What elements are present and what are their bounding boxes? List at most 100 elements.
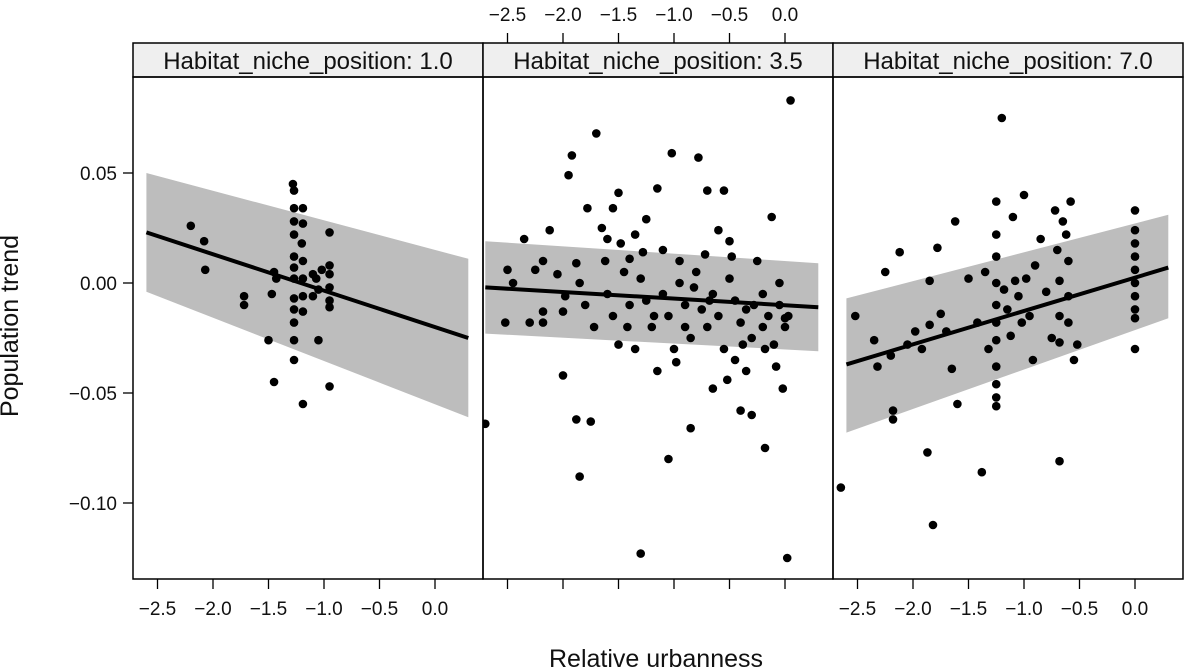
data-point: [608, 203, 618, 213]
data-point: [519, 234, 529, 244]
data-point: [614, 188, 623, 198]
data-point: [636, 274, 645, 283]
data-point: [200, 265, 210, 275]
data-point: [736, 406, 745, 415]
data-point: [775, 278, 784, 288]
x-tick-label: −0.5: [711, 5, 749, 26]
y-tick-label: −0.05: [69, 384, 117, 405]
data-point: [1064, 318, 1073, 327]
data-point: [625, 300, 634, 310]
data-point: [647, 322, 657, 332]
data-point: [780, 322, 790, 332]
data-point: [623, 322, 632, 332]
data-point: [991, 252, 1001, 261]
x-tick-label: −2.5: [839, 599, 877, 620]
data-point: [1055, 456, 1064, 466]
x-tick-label: −0.5: [361, 599, 399, 620]
data-point: [289, 318, 299, 327]
data-point: [725, 236, 734, 246]
data-point: [880, 267, 890, 277]
confidence-band: [846, 214, 1169, 433]
data-point: [730, 355, 740, 365]
data-point: [1021, 274, 1031, 283]
x-axis-title: Relative urbanness: [549, 645, 763, 672]
x-tick-label: −1.5: [950, 599, 988, 620]
data-point: [991, 393, 1001, 402]
data-point: [738, 340, 748, 349]
data-point: [686, 423, 695, 433]
data-point: [714, 225, 723, 235]
data-point: [530, 265, 540, 275]
data-point: [289, 252, 299, 261]
data-point: [917, 344, 927, 354]
data-point: [592, 129, 601, 138]
x-tick-label: −1.5: [600, 5, 638, 26]
data-point: [764, 311, 773, 321]
data-point: [572, 415, 581, 424]
data-point: [727, 252, 737, 261]
data-point: [289, 335, 299, 345]
data-point: [1006, 331, 1015, 341]
y-tick-label: 0.00: [80, 274, 117, 295]
data-point: [769, 340, 779, 349]
data-point: [314, 335, 323, 345]
data-point: [758, 322, 768, 332]
data-point: [691, 267, 701, 277]
data-point: [925, 276, 934, 286]
data-point: [767, 212, 776, 222]
data-point: [725, 274, 734, 283]
data-point: [1072, 340, 1082, 349]
data-point: [1003, 305, 1012, 314]
data-point: [311, 274, 321, 283]
data-point: [1010, 276, 1020, 286]
data-point: [741, 366, 751, 376]
data-point: [614, 340, 623, 349]
x-tick-label: 0.0: [772, 5, 798, 26]
data-point: [1130, 291, 1140, 301]
data-point: [708, 289, 718, 299]
data-point: [545, 225, 554, 235]
data-point: [500, 318, 510, 327]
data-point: [991, 197, 1001, 206]
panel-plot-area-2: [483, 96, 819, 563]
data-point: [664, 454, 673, 464]
x-tick-label: −1.5: [250, 599, 288, 620]
data-point: [503, 265, 512, 275]
data-point: [784, 311, 793, 321]
data-point: [580, 300, 590, 310]
data-point: [298, 307, 308, 316]
data-point: [1028, 355, 1038, 365]
data-point: [269, 377, 279, 387]
data-point: [675, 256, 684, 266]
data-point: [603, 234, 612, 244]
y-axis: 0.05 0.00 −0.05 −0.10: [69, 164, 133, 515]
data-point: [873, 362, 882, 371]
data-point: [264, 335, 273, 345]
data-point: [289, 355, 299, 365]
data-point: [325, 261, 334, 270]
data-point: [669, 344, 679, 354]
panel-1: Habitat_niche_position: 1.0: [132, 42, 484, 580]
data-point: [708, 384, 718, 393]
data-point: [289, 294, 299, 303]
data-point: [1130, 265, 1140, 275]
data-point: [1036, 234, 1045, 244]
data-point: [1130, 239, 1140, 248]
data-point: [747, 333, 756, 343]
data-point: [700, 250, 710, 259]
data-point: [895, 247, 904, 257]
data-point: [1014, 291, 1023, 301]
data-point: [308, 291, 318, 301]
data-point: [325, 382, 334, 391]
strip-label: Habitat_niche_position: 3.5: [513, 48, 803, 75]
data-point: [703, 186, 712, 195]
x-tick-label: −2.0: [544, 5, 582, 26]
data-point: [600, 256, 610, 266]
data-point: [1130, 206, 1140, 215]
y-axis-title: Population trend: [0, 235, 24, 417]
data-point: [298, 399, 308, 409]
x-tick-label: −1.0: [305, 599, 343, 620]
data-point: [1069, 355, 1079, 365]
data-point: [680, 300, 690, 310]
data-point: [325, 283, 334, 292]
